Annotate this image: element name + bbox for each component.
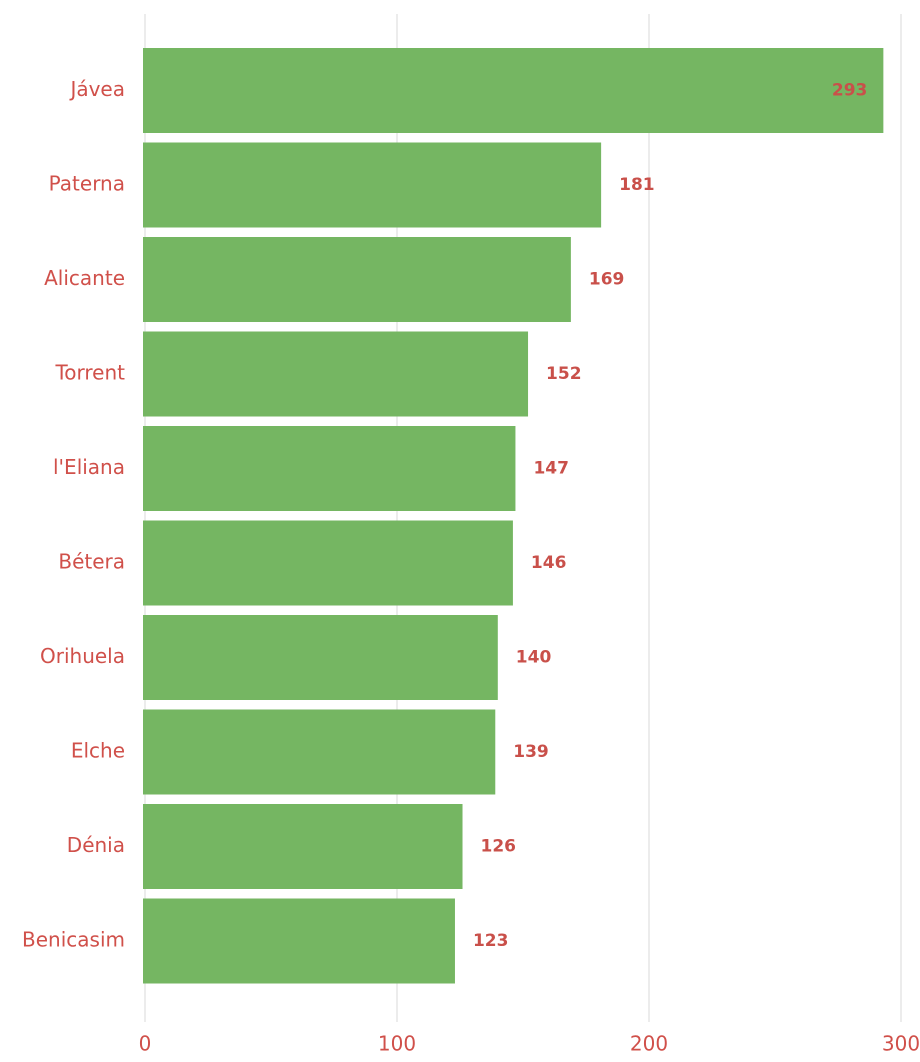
y-tick-label: Alicante — [44, 266, 125, 290]
value-label: 293 — [832, 81, 868, 101]
bar — [143, 709, 496, 795]
bar — [143, 426, 516, 511]
bar — [143, 48, 884, 133]
bar — [143, 804, 463, 889]
bar — [143, 520, 513, 606]
bar — [143, 898, 455, 984]
y-tick-label: Jávea — [68, 77, 125, 101]
value-label: 123 — [473, 931, 509, 951]
value-label: 152 — [546, 364, 582, 384]
x-tick-label: 300 — [882, 1032, 920, 1056]
bar — [143, 331, 529, 417]
y-tick-label: Bétera — [58, 550, 125, 574]
value-label: 147 — [533, 459, 569, 479]
bar — [143, 237, 571, 322]
x-tick-label: 100 — [378, 1032, 416, 1056]
value-label: 139 — [513, 742, 549, 762]
y-tick-label: Torrent — [54, 361, 125, 385]
x-tick-label: 0 — [139, 1032, 152, 1056]
y-tick-label: Orihuela — [40, 644, 125, 668]
y-tick-label: Dénia — [67, 833, 125, 857]
bar — [143, 142, 602, 228]
x-tick-label: 200 — [630, 1032, 668, 1056]
y-tick-label: l'Eliana — [53, 455, 125, 479]
value-label: 181 — [619, 175, 655, 195]
value-label: 140 — [516, 648, 552, 668]
y-tick-label: Benicasim — [22, 928, 125, 952]
value-label: 169 — [589, 270, 625, 290]
y-tick-label: Paterna — [49, 172, 125, 196]
value-label: 146 — [531, 553, 567, 573]
value-label: 126 — [481, 837, 517, 857]
bar — [143, 615, 498, 700]
y-tick-label: Elche — [71, 739, 125, 763]
